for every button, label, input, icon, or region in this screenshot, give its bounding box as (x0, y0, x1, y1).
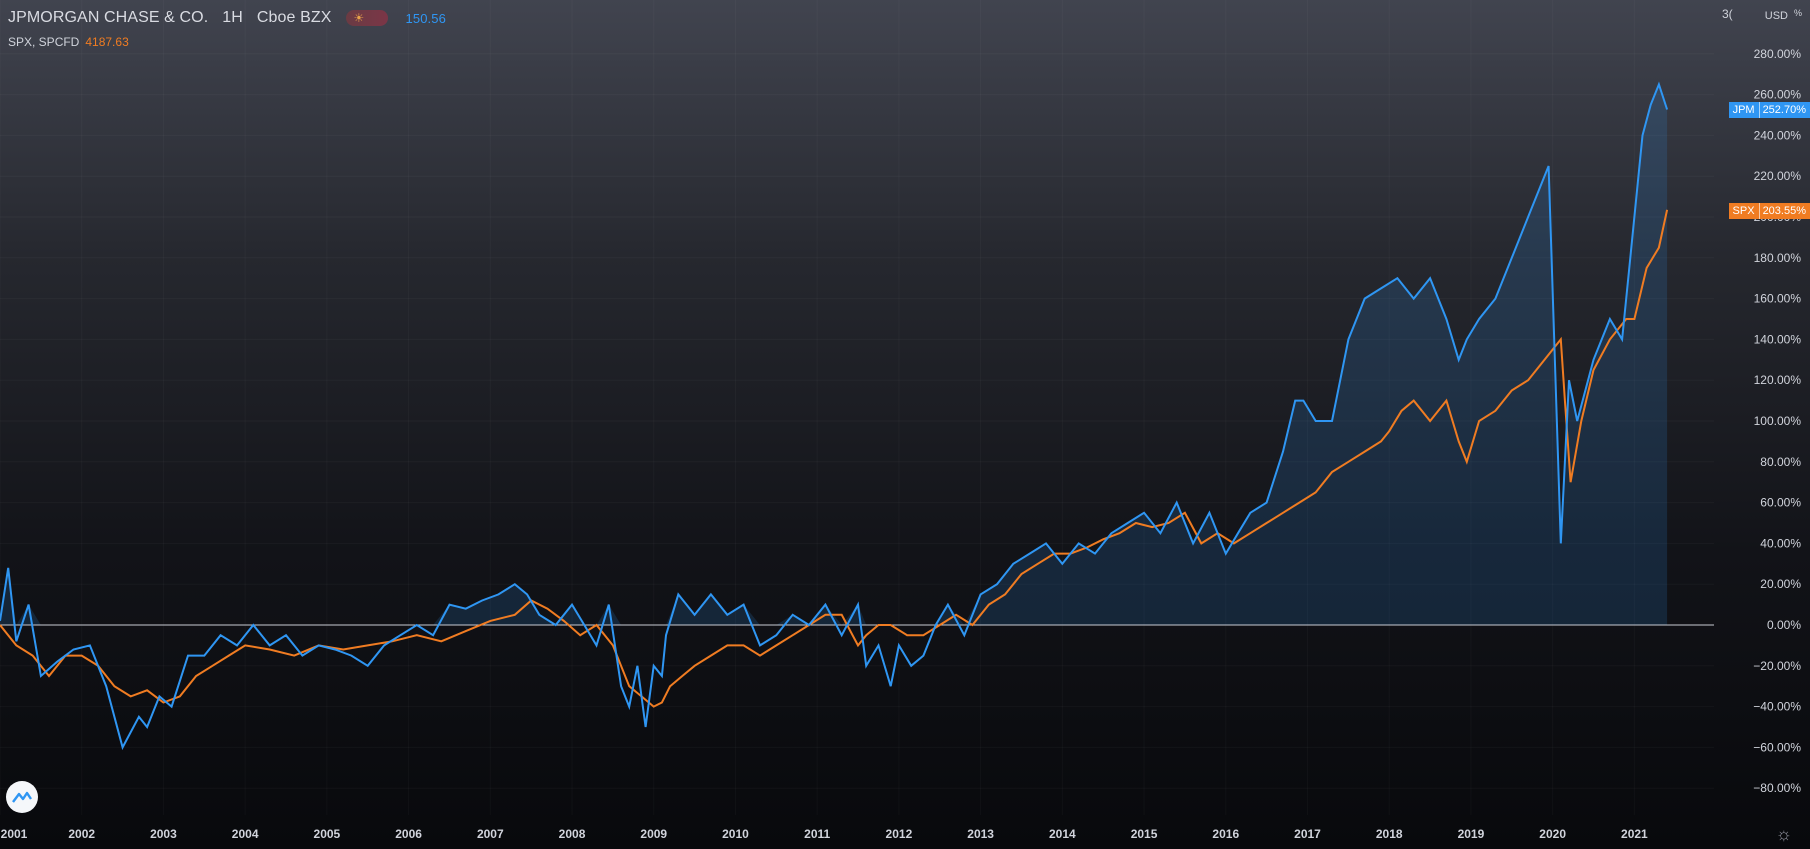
compare-legend-row[interactable]: SPX, SPCFD 4187.63 (8, 35, 446, 49)
x-tick-label: 2009 (640, 827, 667, 841)
y-tick-label: −40.00% (1753, 700, 1801, 714)
x-tick-label: 2016 (1212, 827, 1239, 841)
x-tick-label: 2021 (1621, 827, 1648, 841)
x-tick-label: 2011 (804, 827, 830, 841)
y-tick-label: 140.00% (1754, 332, 1802, 346)
x-tick-label: 2002 (68, 827, 95, 841)
percent-scale-toggle[interactable]: % (1793, 8, 1802, 18)
y-tick-label: 120.00% (1754, 373, 1802, 387)
y-tick-label: 60.00% (1760, 496, 1801, 510)
y-tick-label: 240.00% (1754, 128, 1802, 142)
jpm-series-line[interactable] (0, 81, 1669, 751)
x-tick-label: 2017 (1294, 827, 1321, 841)
market-status-toggle[interactable]: ☀ (345, 10, 388, 26)
x-tick-label: 2014 (1049, 827, 1076, 841)
spx-title: SPX, SPCFD (8, 35, 80, 49)
x-tick-label: 2018 (1376, 827, 1403, 841)
y-tick-label: 220.00% (1754, 169, 1802, 183)
y-tick-label: −80.00% (1753, 781, 1801, 795)
axis-top-partial-label: 3( (1722, 7, 1733, 21)
y-tick-label: 180.00% (1754, 251, 1802, 265)
exchange-label[interactable]: Cboe BZX (256, 9, 332, 26)
spx-last-value: 4187.63 (85, 35, 129, 49)
jpm-last-value: 150.56 (405, 10, 446, 26)
x-tick-label: 2007 (477, 827, 504, 841)
y-tick-label: 260.00% (1754, 88, 1802, 102)
x-tick-label: 2010 (722, 827, 749, 841)
x-tick-label: 2008 (559, 827, 586, 841)
x-tick-label: 2006 (395, 827, 422, 841)
y-tick-label: 100.00% (1754, 414, 1802, 428)
y-tick-label: 20.00% (1760, 577, 1801, 591)
y-tick-label: 40.00% (1760, 536, 1801, 550)
y-tick-label: 160.00% (1754, 292, 1802, 306)
y-tick-label: −20.00% (1753, 659, 1801, 673)
spx-tag-name: SPX (1732, 205, 1755, 217)
price-axis-labels[interactable]: 280.00%260.00%240.00%220.00%200.00%180.0… (1753, 47, 1801, 795)
jpm-price-tag: JPM 252.70% (1728, 102, 1810, 118)
x-tick-label: 2004 (232, 827, 259, 841)
x-tick-label: 2005 (314, 827, 341, 841)
jpm-tag-value: 252.70% (1758, 102, 1810, 118)
y-tick-label: 280.00% (1754, 47, 1802, 61)
symbol-title[interactable]: JPMORGAN CHASE & CO. (8, 9, 209, 26)
spx-price-tag: SPX 203.55% (1728, 203, 1810, 219)
y-tick-label: 80.00% (1760, 455, 1801, 469)
y-tick-label: 0.00% (1767, 618, 1801, 632)
tradingview-logo-icon[interactable] (6, 781, 38, 813)
jpm-tag-name: JPM (1732, 104, 1755, 116)
settings-gear-icon[interactable]: ☼ (1775, 824, 1793, 844)
time-axis-labels[interactable]: 2001 2002 2003 2004 2005 2006 2007 2008 2009 2010… (1, 827, 1648, 841)
spx-series-line[interactable] (0, 209, 1669, 708)
currency-label[interactable]: USD (1764, 10, 1788, 22)
x-tick-label: 2001 (1, 827, 28, 841)
sun-icon: ☀ (353, 11, 365, 25)
x-tick-label: 2020 (1539, 827, 1566, 841)
chart-legend: JPMORGAN CHASE & CO. 1H Cboe BZX ☀ 150.5… (8, 9, 446, 49)
x-tick-label: 2013 (967, 827, 994, 841)
x-tick-label: 2012 (886, 827, 913, 841)
jpm-area-fill (0, 84, 1668, 625)
interval-label[interactable]: 1H (222, 9, 243, 26)
x-tick-label: 2019 (1458, 827, 1485, 841)
x-tick-label: 2015 (1131, 827, 1158, 841)
spx-tag-value: 203.55% (1758, 203, 1810, 219)
x-tick-label: 2003 (150, 827, 177, 841)
y-tick-label: −60.00% (1753, 740, 1801, 754)
